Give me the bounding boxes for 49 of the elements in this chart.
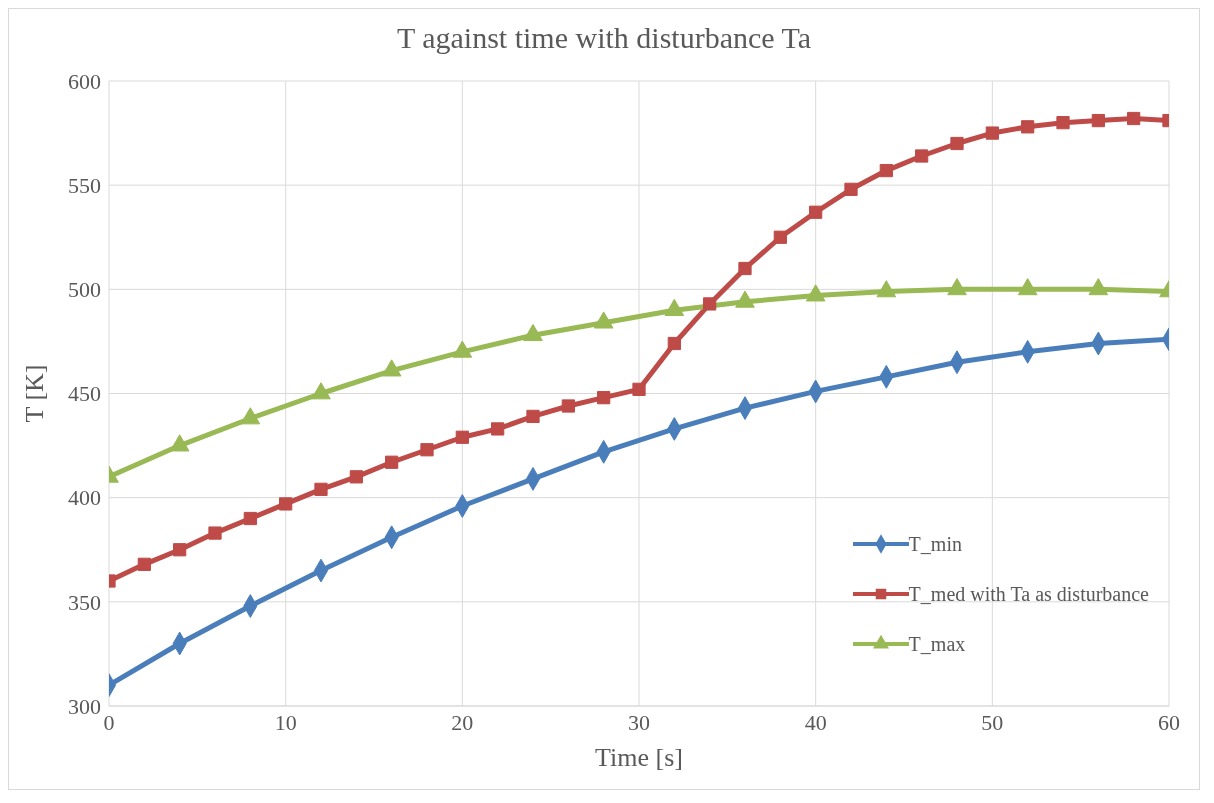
point [1091, 113, 1105, 128]
chart-title: T against time with disturbance Ta [396, 21, 812, 54]
point [667, 336, 681, 351]
y-tick-label: 450 [68, 381, 101, 407]
legend-label: T_min [908, 532, 962, 557]
point [173, 543, 187, 557]
y-tick-label: 300 [68, 693, 101, 719]
point [420, 443, 434, 457]
x-tick-label: 30 [628, 709, 650, 735]
point [915, 149, 929, 163]
point [879, 163, 893, 178]
point [738, 261, 752, 276]
y-tick-label: 350 [68, 589, 101, 615]
y-tick-label: 600 [68, 68, 101, 94]
y-tick-label: 400 [68, 485, 101, 511]
point [773, 230, 787, 244]
point [1127, 111, 1141, 126]
x-tick-label: 10 [274, 709, 297, 735]
point [1021, 120, 1035, 134]
x-tick-label: 60 [1158, 709, 1180, 735]
y-tick-label: 500 [68, 277, 101, 303]
point [491, 422, 505, 436]
point [385, 455, 399, 469]
point [349, 470, 363, 484]
point [208, 526, 222, 540]
point [243, 511, 257, 526]
point [632, 382, 646, 396]
point [526, 409, 540, 424]
y-tick-label: 550 [68, 172, 101, 198]
legend-label: T_max [908, 632, 966, 657]
x-tick-label: 40 [804, 709, 827, 735]
point [314, 482, 328, 496]
point [809, 205, 823, 219]
point [597, 391, 611, 405]
point [137, 557, 151, 571]
legend-label: T_med with Ta as disturbance [908, 582, 1149, 607]
point [279, 497, 293, 511]
point [985, 126, 999, 140]
point [950, 136, 964, 151]
point [844, 182, 858, 196]
x-tick-label: 50 [981, 709, 1004, 735]
point [455, 430, 469, 444]
point [1056, 116, 1070, 130]
x-tick-label: 20 [451, 709, 474, 735]
x-tick-label: 0 [103, 709, 115, 735]
y-axis-title: T [K] [20, 364, 50, 423]
point [703, 297, 717, 311]
x-axis-title: Time [s] [595, 743, 683, 772]
point [561, 399, 575, 413]
